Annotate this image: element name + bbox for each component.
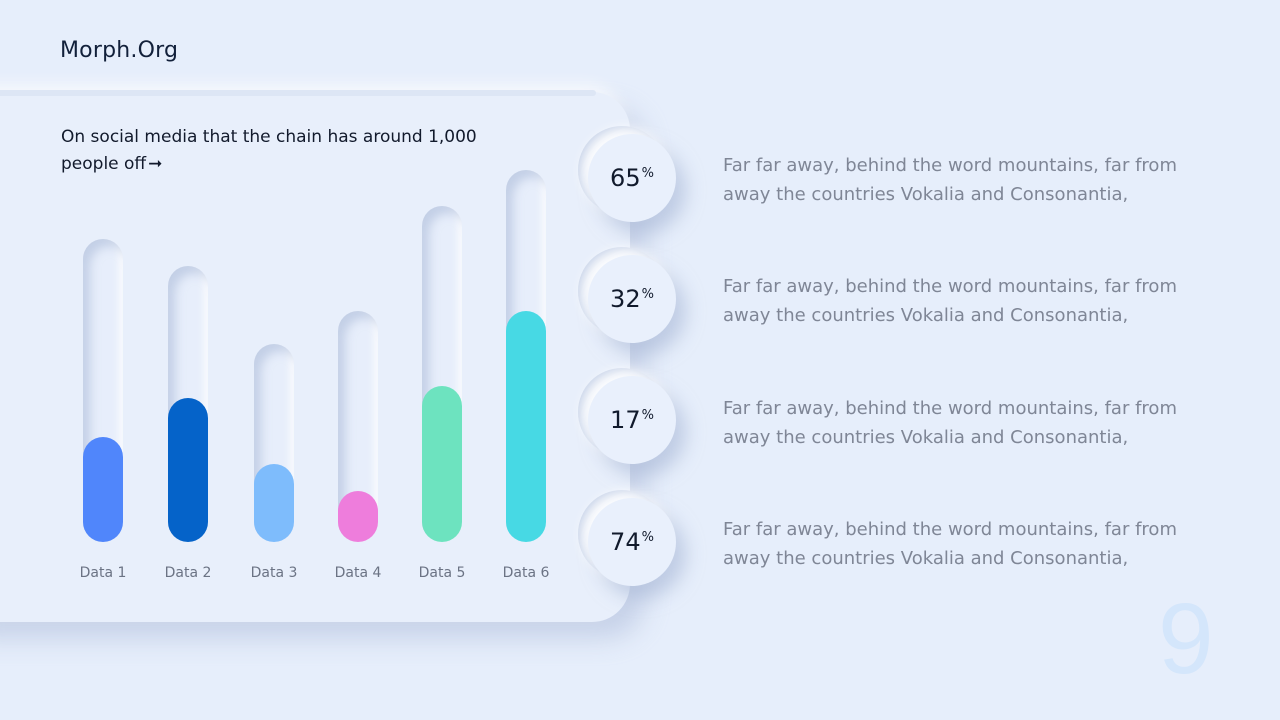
stat-circle-4: 74%	[588, 498, 676, 586]
chart-title-text: On social media that the chain has aroun…	[61, 127, 477, 174]
stat-value: 65%	[610, 164, 654, 192]
bar-5	[422, 386, 462, 542]
brand-title: Morph.Org	[60, 38, 179, 63]
x-tick-label: Data 2	[164, 565, 212, 581]
page-number: 9	[1158, 583, 1214, 695]
bar-6	[506, 311, 546, 542]
x-tick-label: Data 4	[334, 565, 382, 581]
stat-circle-3: 17%	[588, 376, 676, 464]
stat-description-2: Far far away, behind the word mountains,…	[723, 276, 1177, 326]
bar-4	[338, 491, 378, 542]
arrow-right-icon: ➞	[148, 154, 163, 174]
stat-value: 32%	[610, 285, 654, 313]
stat-circle-1: 65%	[588, 134, 676, 222]
stat-description-3: Far far away, behind the word mountains,…	[723, 398, 1177, 448]
bar-3	[254, 464, 294, 542]
x-tick-label: Data 3	[250, 565, 298, 581]
stat-description-1: Far far away, behind the word mountains,…	[723, 155, 1177, 205]
stat-value: 74%	[610, 528, 654, 556]
bar-2	[168, 398, 208, 542]
chart-title: On social media that the chain has aroun…	[61, 124, 501, 178]
bar-1	[83, 437, 123, 542]
stat-value: 17%	[610, 406, 654, 434]
card-divider	[0, 90, 596, 96]
stat-circle-2: 32%	[588, 255, 676, 343]
x-tick-label: Data 6	[502, 565, 550, 581]
stat-description-4: Far far away, behind the word mountains,…	[723, 519, 1177, 569]
x-tick-label: Data 5	[418, 565, 466, 581]
x-tick-label: Data 1	[79, 565, 127, 581]
